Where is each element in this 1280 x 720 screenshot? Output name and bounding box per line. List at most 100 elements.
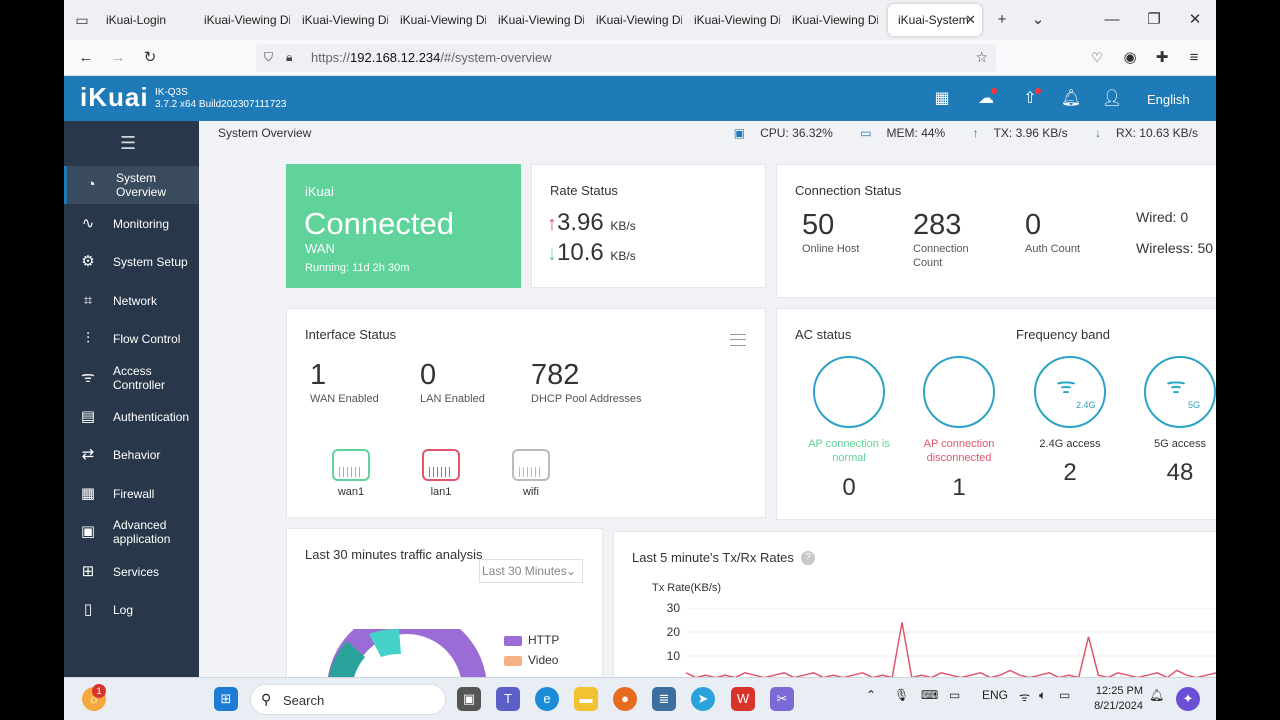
sidebar-item[interactable]: ᯤ Access Controller [64, 359, 199, 397]
browser-tab[interactable]: iKuai-Viewing Di [586, 4, 682, 36]
upgrade-icon[interactable]: ⇧ [1019, 88, 1041, 110]
tray-chevron-up-icon[interactable]: ⌃ [866, 688, 877, 702]
apps-grid-icon[interactable]: ▦ [934, 90, 950, 107]
browser-tab[interactable]: iKuai-Viewing Di [684, 4, 780, 36]
notepad-icon[interactable]: ≣ [652, 687, 676, 711]
monitor-icon: ∿ [81, 215, 95, 232]
arrows-icon: ⇄ [81, 446, 95, 463]
wifi-24g-icon: ᯤ 2.4G [1034, 356, 1106, 428]
minimize-icon[interactable]: — [1104, 11, 1120, 28]
battery-icon[interactable]: ▭ [1059, 688, 1071, 702]
task-view-icon[interactable]: ▣ [457, 687, 481, 711]
url-bar[interactable]: ⛉ 🔒︎ https://192.168.12.234/#/system-ove… [256, 44, 996, 72]
lock-icon[interactable]: 🔒︎ [286, 50, 293, 64]
browser-tab[interactable]: iKuai-Viewing Di [292, 4, 388, 36]
sidebar-item[interactable]: ◔ System Overview [64, 166, 199, 204]
sidebar-item[interactable]: ⊞ Services [64, 553, 199, 591]
firefox-icon[interactable]: ● [613, 687, 637, 711]
y-axis-label: Tx Rate(KB/s) [652, 582, 722, 594]
ethernet-port-icon[interactable] [422, 449, 460, 481]
tx-rate-line [686, 622, 1216, 677]
ethernet-port-icon[interactable] [512, 449, 550, 481]
arrow-down-icon: ↓ [1094, 126, 1101, 140]
tab-list-icon[interactable]: ▭ [75, 12, 89, 28]
tab-label: iKuai-Viewing Di [400, 13, 486, 27]
shield-icon[interactable]: ⛉ [264, 50, 274, 64]
legend-item[interactable]: Video [504, 653, 558, 667]
browser-tab[interactable]: iKuai-Viewing Di [782, 4, 878, 36]
time-range-select[interactable]: Last 30 Minutes ⌄ [479, 559, 583, 583]
tab-label: iKuai-Viewing Di [694, 13, 780, 27]
hamburger-menu-icon[interactable]: ≡ [1189, 49, 1199, 66]
close-tab-icon[interactable]: ✕ [965, 12, 976, 27]
sidebar-item[interactable]: ∿ Monitoring [64, 205, 199, 243]
browser-tab-bar: ▭ iKuai-Login iKuai-Viewing Di iKuai-Viewi… [64, 0, 1216, 40]
sidebar-item[interactable]: ⫶ Flow Control [64, 320, 199, 358]
copilot-icon[interactable]: ✦ [1176, 687, 1200, 711]
sidebar-item-label: Flow Control [113, 332, 181, 346]
forward-icon[interactable]: → [110, 49, 126, 66]
language-select[interactable]: English [1147, 92, 1190, 107]
legend-item[interactable]: HTTP [504, 633, 559, 647]
microphone-icon[interactable]: 🎙︎ [894, 688, 910, 702]
dashboard-icon: ◔ [86, 176, 96, 193]
sidebar-item[interactable]: ▦ Firewall [64, 475, 199, 513]
cloud-icon[interactable]: ☁ [975, 88, 997, 110]
pocket-icon[interactable]: ♡ [1091, 50, 1103, 65]
browser-tab[interactable]: iKuai-Viewing Di [390, 4, 486, 36]
snipping-tool-icon[interactable]: ✂ [770, 687, 794, 711]
model-name: IK-Q3S [155, 87, 188, 98]
main-content: System Overview ▣ CPU: 36.32% ▭ MEM: 44% ↑… [199, 121, 1216, 677]
card-menu-icon[interactable] [730, 334, 746, 346]
sidebar-item[interactable]: ▤ Authentication [64, 398, 199, 436]
close-window-icon[interactable]: ✕ [1188, 11, 1202, 28]
wifi-tray-icon[interactable]: ᯤ [1019, 690, 1030, 704]
tab-label: iKuai-System [898, 13, 969, 27]
edge-icon[interactable]: e [535, 687, 559, 711]
file-explorer-icon[interactable]: ▬ [574, 687, 598, 711]
windows-start-icon[interactable]: ⊞ [214, 687, 238, 711]
ethernet-port-icon[interactable] [332, 449, 370, 481]
sidebar-item-label: System Overview [116, 171, 167, 199]
wps-icon[interactable]: W [731, 687, 755, 711]
interface-status-card: Interface Status 1 WAN Enabled 0 LAN Ena… [286, 308, 766, 518]
sidebar-item[interactable]: ⚙ System Setup [64, 243, 199, 281]
new-tab-icon[interactable]: + [997, 11, 1007, 28]
bell-icon[interactable]: 🔔︎ [1060, 90, 1082, 107]
input-language[interactable]: ENG [982, 688, 1009, 702]
sidebar-item[interactable]: ▯ Log [64, 591, 199, 629]
account-icon[interactable]: ◉ [1123, 49, 1137, 66]
sidebar-item[interactable]: ⇄ Behavior [64, 436, 199, 474]
bookmark-star-icon[interactable]: ☆ [975, 49, 988, 65]
volume-icon[interactable]: 🔈︎ [1039, 688, 1047, 702]
teams-icon[interactable]: T [496, 687, 520, 711]
sidebar-item[interactable]: ⌗ Network [64, 282, 199, 320]
keyboard-icon[interactable]: ⌨ [921, 688, 939, 702]
browser-tab[interactable]: iKuai-System ✕ [888, 4, 982, 36]
help-icon[interactable]: ? [801, 551, 815, 565]
taskbar-search[interactable]: ⚲ Search [250, 684, 446, 715]
telegram-icon[interactable]: ➤ [691, 687, 715, 711]
browser-tab[interactable]: iKuai-Viewing Di [488, 4, 584, 36]
back-icon[interactable]: ← [78, 49, 94, 66]
screen: ▭ iKuai-Login iKuai-Viewing Di iKuai-Viewi… [64, 0, 1216, 720]
extensions-icon[interactable]: ✚ [1155, 49, 1169, 66]
clock[interactable]: 12:25 PM 8/21/2024 [1094, 685, 1143, 712]
collapse-menu-icon[interactable]: ☰ [120, 133, 137, 153]
firewall-icon: ▦ [80, 485, 96, 502]
display-icon[interactable]: ▭ [949, 688, 961, 702]
log-icon: ▯ [83, 601, 93, 618]
reload-icon[interactable]: ↻ [143, 49, 157, 66]
notifications-icon[interactable]: 🔔︎ [1149, 688, 1165, 702]
tab-overflow-chevron-icon[interactable]: ⌄ [1031, 11, 1045, 28]
uptime: Running: 11d 2h 30m [305, 262, 410, 274]
browser-tab[interactable]: iKuai-Login [96, 4, 192, 36]
user-icon[interactable]: 👤︎ [1101, 90, 1123, 107]
restore-icon[interactable]: ❐ [1147, 11, 1161, 28]
url-text[interactable]: https://192.168.12.234/#/system-overview [311, 50, 552, 65]
connection-state: Connected [304, 206, 454, 241]
browser-tab[interactable]: iKuai-Viewing Di [194, 4, 290, 36]
sidebar-item[interactable]: ▣ Advanced application [64, 513, 199, 551]
port-label: wan1 [337, 486, 365, 498]
port-label: lan1 [430, 486, 452, 498]
